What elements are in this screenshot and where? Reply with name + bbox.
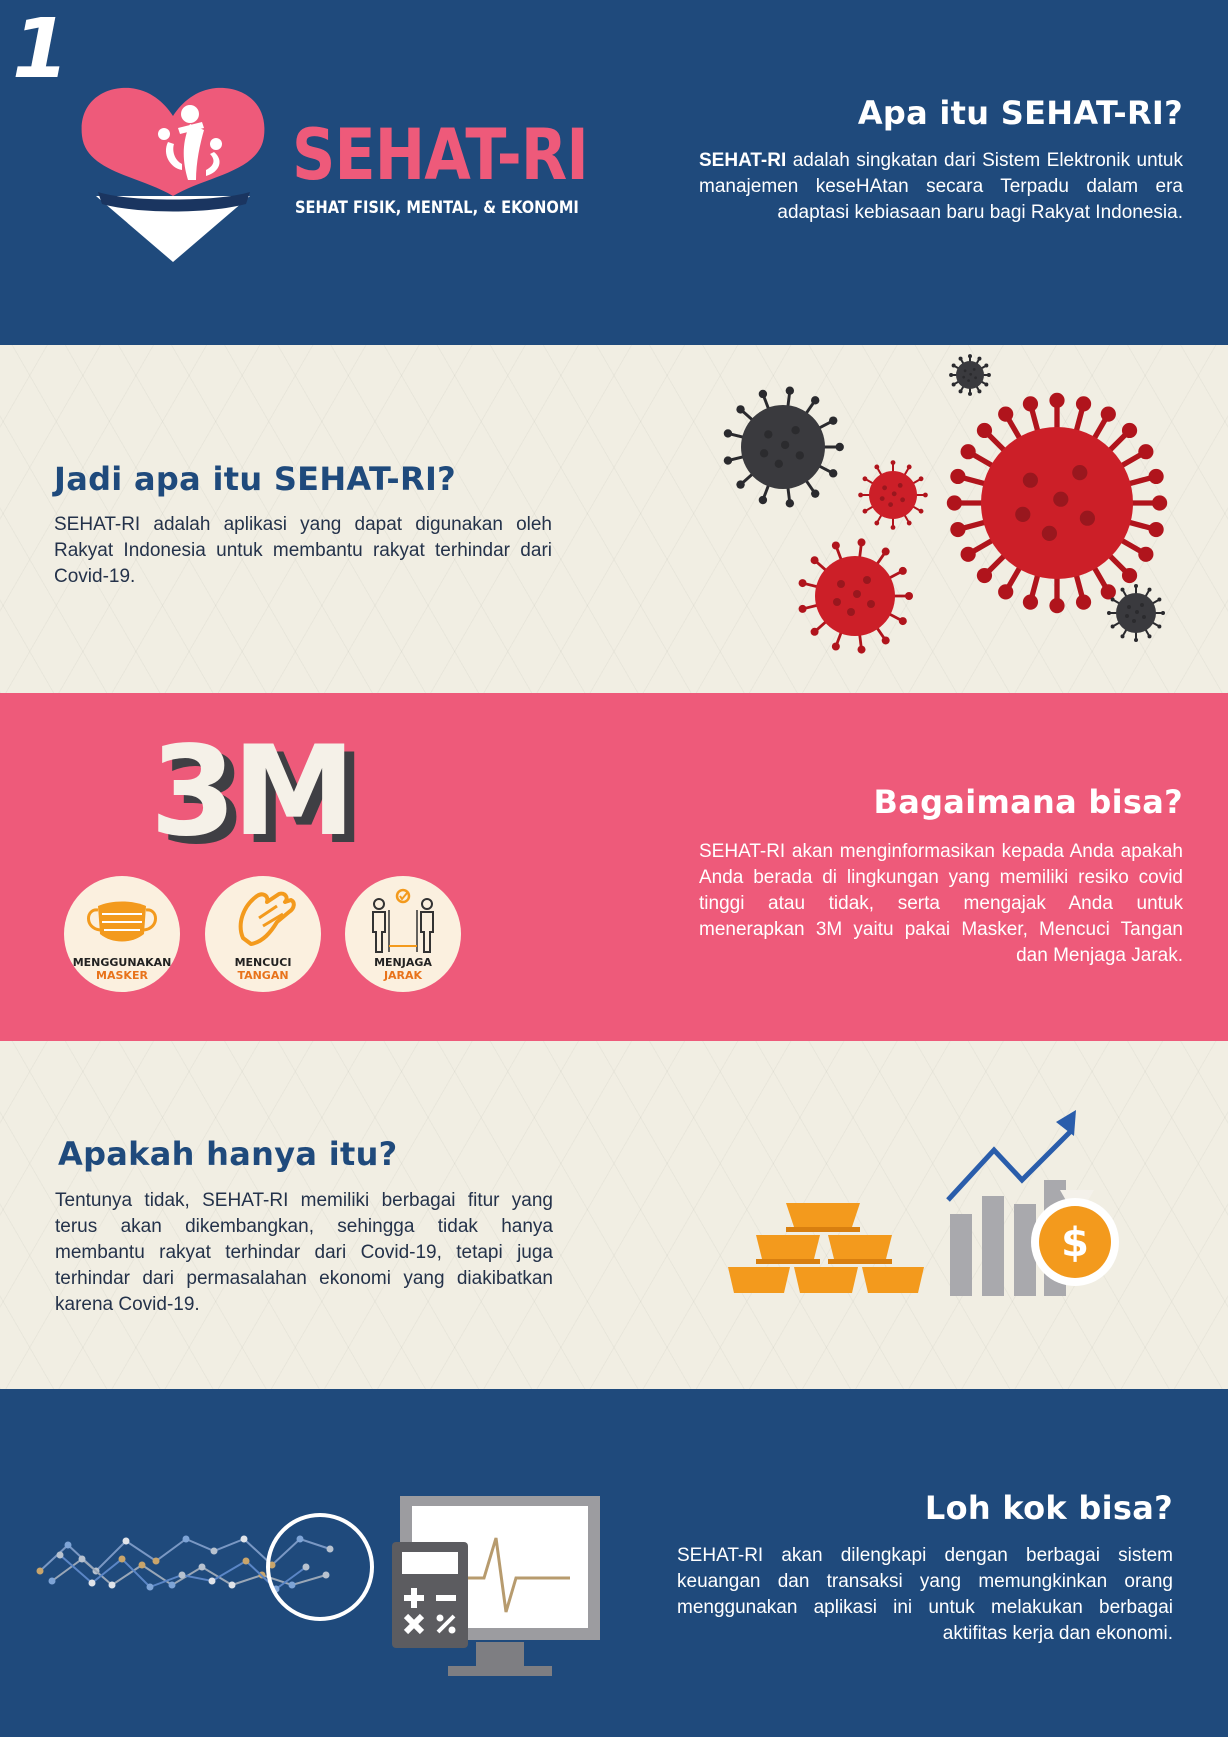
badge-label: MENGGUNAKAN [72,956,172,969]
virus-icon [723,386,844,508]
network-node [152,1557,160,1565]
virus-icon [858,460,928,530]
badge-label: MENJAGA [374,956,432,969]
distance-badge: MENJAGA JARAK [345,876,461,992]
network-node [64,1541,72,1549]
network-node [48,1577,56,1585]
network-line [39,1537,331,1573]
section-body: Tentunya tidak, SEHAT-RI memiliki berbag… [55,1190,553,1315]
handwash-icon [238,891,296,946]
intro-band: 1 SEHAT-RI SEHAT FISIK, MENTAL, & EKONOM… [0,0,1228,345]
network-lines-illustration [36,1513,374,1621]
network-node [122,1537,130,1545]
badge-sublabel: MASKER [96,969,148,982]
network-node [182,1535,190,1543]
network-node [88,1579,96,1587]
page-number: 1 [12,2,70,97]
virus-icon [946,392,1168,614]
network-node [210,1547,218,1555]
network-node [146,1583,154,1591]
distance-icon [372,888,434,953]
network-node [178,1571,186,1579]
network-node [208,1577,216,1585]
svg-text:$: $ [1061,1220,1089,1266]
virus-icon [798,538,913,654]
section-heading: Apakah hanya itu? [58,1135,398,1173]
mask-badge: MENGGUNAKAN MASKER [64,876,180,992]
network-node [302,1563,310,1571]
virus-icon [949,354,991,396]
money-bag-icon: $ [1031,1190,1119,1286]
network-node [322,1571,330,1579]
network-node [288,1581,296,1589]
section-heading: Jadi apa itu SEHAT-RI? [54,460,457,498]
virus-icon [1107,584,1165,642]
mask-icon [87,901,157,942]
logo-subtitle: SEHAT FISIK, MENTAL, & EKONOMI [295,198,579,218]
badge-label: MENCUCI [234,956,292,969]
network-node [138,1561,146,1569]
network-node [240,1535,248,1543]
network-node [108,1581,116,1589]
features-band: Apakah hanya itu? Tentunya tidak, SEHAT-… [0,1041,1228,1389]
virus-illustration [723,354,1168,654]
section-body: SEHAT-RI akan dilengkapi dengan berbagai… [677,1545,1173,1644]
three-m-title: 3M [150,720,356,864]
calculator-icon [392,1542,468,1648]
badge-sublabel: JARAK [383,969,423,982]
network-node [296,1535,304,1543]
logo-title: SEHAT-RI [292,114,589,196]
network-node [198,1563,206,1571]
section-heading: Loh kok bisa? [924,1489,1173,1527]
gold-bars-icon [728,1203,924,1293]
network-node [118,1555,126,1563]
section-body: SEHAT-RI akan menginformasikan kepada An… [699,841,1183,966]
section-body: SEHAT-RI adalah singkatan dari Sistem El… [699,148,1183,226]
finance-band: Loh kok bisa? SEHAT-RI akan dilengkapi d… [0,1389,1228,1737]
section-heading: Apa itu SEHAT-RI? [857,94,1183,132]
badge-sublabel: TANGAN [237,969,289,982]
network-node [56,1551,64,1559]
section-body-bold: SEHAT-RI [699,150,787,171]
section-heading: Bagaimana bisa? [873,783,1183,821]
network-node [168,1581,176,1589]
network-node [242,1557,250,1565]
section-body-text: adalah singkatan dari Sistem Elektronik … [699,150,1183,223]
network-node [78,1555,86,1563]
heart-logo-icon [81,87,265,262]
section-body: SEHAT-RI adalah aplikasi yang dapat digu… [54,514,552,587]
network-node [228,1581,236,1589]
definition-band: Jadi apa itu SEHAT-RI? SEHAT-RI adalah a… [0,345,1228,693]
three-m-band: 3M MENGGUNAKAN MASKER MENCUCI TANGAN [0,693,1228,1041]
network-node [326,1545,334,1553]
magnifier-ring [266,1513,374,1621]
handwash-badge: MENCUCI TANGAN [205,876,321,992]
network-node [36,1567,44,1575]
network-node [268,1561,276,1569]
growth-chart-icon [946,1110,1076,1296]
